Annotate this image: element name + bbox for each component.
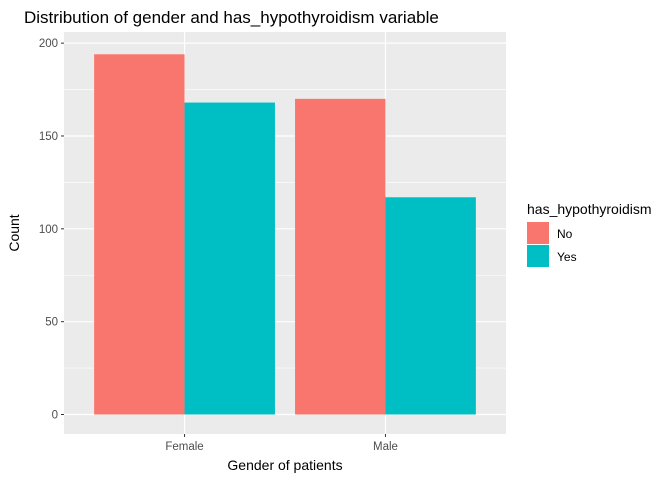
x-tick-label: Female <box>165 441 203 453</box>
legend: has_hypothyroidism No Yes <box>527 201 652 267</box>
bar-male-yes <box>385 197 476 415</box>
bars <box>94 54 476 415</box>
y-tick-label: 200 <box>39 38 58 50</box>
y-tick-label: 100 <box>39 224 58 236</box>
x-axis-title: Gender of patients <box>227 457 342 473</box>
legend-key-yes <box>527 245 549 267</box>
x-tick-label: Male <box>373 441 398 453</box>
legend-label-no: No <box>557 227 573 241</box>
legend-label-yes: Yes <box>557 250 577 264</box>
legend-key-no <box>527 222 549 244</box>
y-axis-title: Count <box>6 214 22 251</box>
bar-female-yes <box>184 102 275 415</box>
chart-title: Distribution of gender and has_hypothyro… <box>24 8 439 27</box>
bar-female-no <box>94 54 185 415</box>
y-axis: 0 50 100 150 200 <box>39 38 64 422</box>
bar-male-no <box>295 98 386 415</box>
x-axis: Female Male <box>165 434 398 453</box>
y-tick-label: 150 <box>39 131 58 143</box>
y-tick-label: 0 <box>52 410 58 422</box>
legend-title: has_hypothyroidism <box>527 201 652 217</box>
y-tick-label: 50 <box>45 317 58 329</box>
